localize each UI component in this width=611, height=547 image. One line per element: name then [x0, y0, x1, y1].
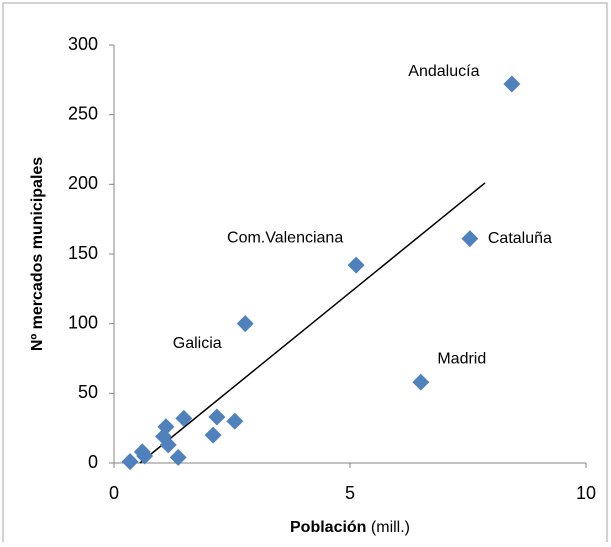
point [136, 447, 154, 465]
point [121, 453, 139, 471]
point [208, 408, 226, 426]
y-tick-label: 300 [68, 34, 98, 54]
point [236, 315, 254, 333]
point [226, 412, 244, 430]
point-label: Com.Valenciana [227, 229, 343, 246]
point [461, 230, 479, 248]
point-label: Andalucía [408, 63, 479, 80]
trendline [139, 182, 486, 464]
y-tick-label: 100 [68, 312, 98, 332]
point [175, 409, 193, 427]
y-tick-label: 150 [68, 243, 98, 263]
y-tick-label: 200 [68, 173, 98, 193]
x-tick-label: 10 [576, 483, 596, 503]
x-tick-label: 0 [109, 483, 119, 503]
x-axis-label: Población (mill.) [290, 519, 410, 536]
point [169, 448, 187, 466]
x-tick-label: 5 [345, 483, 355, 503]
point [503, 75, 521, 93]
x-label-main: Población [290, 519, 366, 536]
point-label: Galicia [173, 335, 222, 352]
point [412, 373, 430, 391]
y-tick-label: 250 [68, 103, 98, 123]
x-label-unit: (mill.) [371, 519, 410, 536]
y-axis-label: Nº mercados municipales [29, 157, 46, 351]
point-label: Madrid [437, 350, 486, 367]
y-tick-label: 50 [78, 382, 98, 402]
point [204, 426, 222, 444]
point-label: Cataluña [488, 230, 552, 247]
y-tick-label: 0 [88, 452, 98, 472]
point [347, 256, 365, 274]
point [159, 436, 177, 454]
